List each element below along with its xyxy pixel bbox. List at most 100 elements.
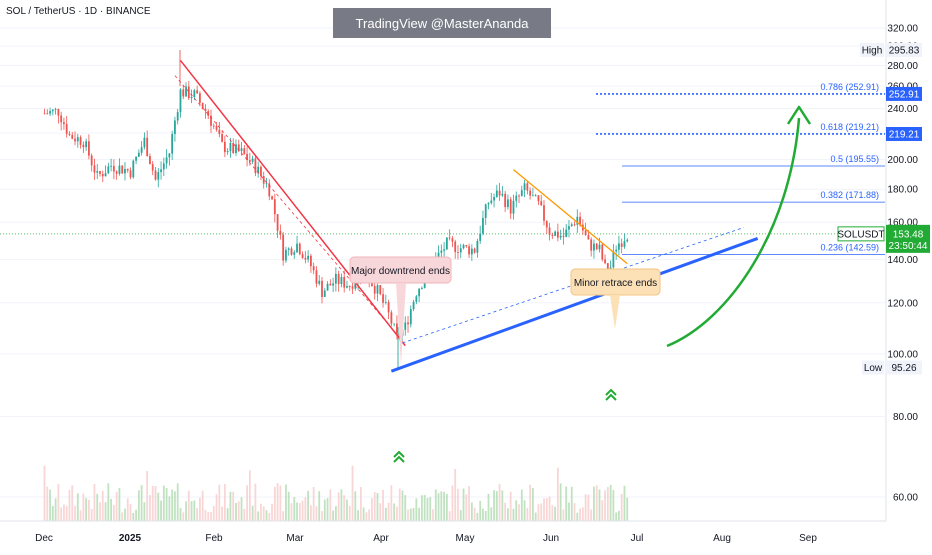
- volume-bar: [293, 497, 296, 521]
- volume-bar: [623, 485, 626, 521]
- volume-bar: [271, 503, 273, 521]
- projection-arrow: [666, 117, 801, 348]
- candle-body: [587, 235, 590, 240]
- candle-body: [604, 259, 606, 264]
- volume-bar: [93, 483, 96, 521]
- candle-body: [82, 144, 85, 148]
- volume-bar: [176, 483, 179, 521]
- volume-bar: [543, 498, 545, 521]
- last-price-countdown: 23:50:44: [889, 241, 928, 252]
- up-chevron-icon: [393, 455, 405, 463]
- volume-bar: [568, 502, 570, 521]
- candle-body: [146, 137, 149, 157]
- volume-bar: [74, 505, 76, 521]
- candle-body: [418, 288, 421, 297]
- volume-bar: [523, 500, 526, 521]
- x-tick-label: Dec: [35, 533, 53, 544]
- volume-bars: [43, 465, 629, 521]
- volume-bar: [573, 503, 576, 521]
- volume-bar: [104, 502, 107, 521]
- volume-bar: [276, 483, 279, 521]
- volume-bar: [187, 490, 190, 521]
- volume-bar: [509, 491, 512, 521]
- candle-body: [110, 165, 112, 167]
- candle-body: [476, 240, 479, 253]
- volume-bar: [140, 485, 143, 521]
- volume-bar: [465, 494, 468, 521]
- candle-body: [515, 195, 518, 201]
- volume-bar: [65, 506, 68, 521]
- fib-price-tag-text: 252.91: [889, 89, 920, 100]
- candle-body: [454, 241, 457, 253]
- volume-bar: [354, 491, 357, 521]
- volume-bar: [565, 486, 568, 521]
- x-tick-label: Aug: [713, 533, 731, 544]
- support-trendline: [390, 237, 759, 373]
- volume-bar: [329, 489, 332, 521]
- high-label: High: [862, 46, 883, 57]
- candle-body: [532, 195, 534, 197]
- candle-body: [68, 133, 71, 135]
- candle-body: [459, 248, 462, 253]
- volume-bar: [96, 493, 99, 521]
- candle-body: [484, 204, 487, 218]
- volume-bar: [581, 507, 584, 521]
- volume-bar: [265, 510, 268, 521]
- volume-bar: [445, 493, 448, 521]
- candle-body: [54, 109, 57, 110]
- volume-bar: [476, 512, 479, 521]
- volume-bar: [454, 468, 457, 521]
- candle-body: [307, 255, 310, 260]
- candle-body: [556, 231, 559, 238]
- candle-body: [351, 286, 354, 289]
- volume-bar: [51, 505, 54, 521]
- volume-bar: [387, 502, 390, 521]
- last-price-tag-bg: [886, 224, 930, 253]
- volume-bar: [57, 483, 60, 521]
- volume-bar: [246, 485, 248, 521]
- candle-body: [470, 248, 473, 255]
- candle-body: [151, 164, 154, 171]
- candle-body: [301, 254, 304, 258]
- fib-level-label: 0.5 (195.55): [830, 154, 879, 164]
- volume-bar: [315, 506, 318, 521]
- candle-body: [346, 286, 348, 288]
- candle-body: [371, 282, 373, 287]
- y-tick-label: 200.00: [887, 155, 918, 166]
- volume-bar: [304, 497, 307, 521]
- candle-body: [310, 255, 312, 267]
- candle-body: [237, 144, 240, 151]
- volume-bar: [301, 500, 304, 521]
- volume-bar: [615, 512, 618, 521]
- candle-body: [329, 283, 332, 286]
- candle-body: [421, 287, 423, 289]
- candle-body: [243, 148, 246, 154]
- candle-body: [537, 195, 540, 202]
- volume-bar: [162, 485, 165, 521]
- volume-bar: [501, 490, 504, 521]
- volume-bar: [484, 510, 487, 521]
- y-tick-label: 140.00: [887, 255, 918, 266]
- volume-bar: [412, 508, 415, 521]
- candle-body: [135, 156, 137, 161]
- candle-body: [334, 273, 337, 284]
- volume-bar: [273, 486, 276, 521]
- candle-body: [218, 129, 221, 135]
- candle-body: [104, 173, 107, 177]
- candle-body: [149, 156, 151, 165]
- volume-bar: [287, 491, 290, 521]
- up-chevron-icon: [605, 388, 617, 396]
- projection-arrowhead: [786, 105, 812, 125]
- candle-body: [390, 312, 393, 324]
- y-tick-label: 240.00: [887, 104, 918, 115]
- volume-bar: [626, 497, 629, 521]
- volume-bar: [590, 509, 593, 521]
- volume-bar: [323, 499, 326, 521]
- candle-body: [318, 280, 321, 284]
- callout-pointer: [610, 295, 620, 329]
- candle-body: [121, 165, 124, 174]
- volume-bar: [85, 498, 88, 521]
- candle-body: [562, 235, 565, 237]
